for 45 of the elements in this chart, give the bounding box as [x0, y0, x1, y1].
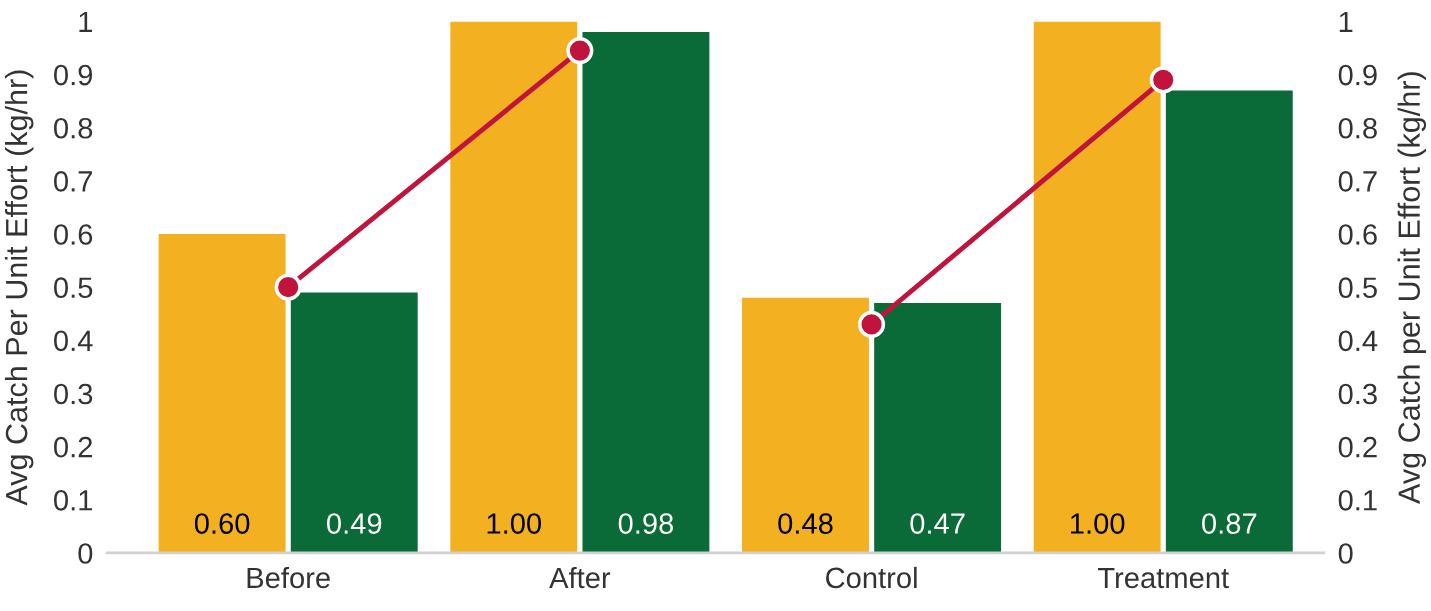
- y-tick-label: 0.7: [54, 171, 92, 192]
- y-tick-label: 0.2: [54, 436, 92, 458]
- data-label: 1.00: [487, 513, 542, 534]
- y2-tick-label: 1: [1339, 11, 1353, 32]
- data-label: 0.98: [618, 513, 674, 534]
- y-tick-label: 0: [78, 543, 93, 564]
- y2-tick-label: 0.2: [1338, 436, 1377, 458]
- data-label: 1.00: [1071, 513, 1125, 534]
- bar: [582, 32, 710, 553]
- y2-tick-label: 0.3: [1338, 383, 1377, 405]
- y-tick-label: 0.9: [54, 64, 93, 86]
- point: [858, 310, 886, 338]
- point: [274, 273, 302, 301]
- point: [566, 37, 594, 65]
- bar: [742, 297, 869, 553]
- data-label: 0.48: [778, 513, 833, 534]
- x-tick-label: Treatment: [1098, 567, 1229, 589]
- y2-tick-label: 0.6: [1338, 224, 1377, 245]
- y2-tick-label: 0.9: [1338, 64, 1377, 86]
- data-label: 0.87: [1202, 513, 1257, 534]
- y2-tick-label: 0.4: [1338, 330, 1378, 352]
- bar: [1165, 90, 1293, 553]
- data-label: 0.60: [194, 513, 250, 534]
- y2-axis-title: Avg Catch per Unit Effort (kg/hr): [1397, 72, 1427, 504]
- y-tick-label: 0.6: [54, 224, 93, 245]
- bar: [158, 234, 286, 553]
- y-tick-label: 0.1: [54, 490, 93, 511]
- y2-tick-label: 0.8: [1338, 117, 1377, 139]
- y-tick-label: 1: [79, 11, 93, 32]
- y2-tick-label: 0.5: [1338, 277, 1377, 299]
- point: [1149, 66, 1177, 94]
- y2-tick-label: 0: [1338, 543, 1353, 564]
- y-axis-title: Avg Catch Per Unit Effort (kg/hr): [4, 70, 34, 506]
- y-tick-label: 0.8: [54, 117, 93, 139]
- y2-tick-label: 0.1: [1338, 490, 1377, 511]
- x-tick-label: Control: [826, 566, 917, 589]
- y-tick-label: 0.5: [54, 277, 93, 299]
- x-tick-label: After: [549, 566, 611, 589]
- data-label: 0.47: [910, 513, 965, 534]
- data-label: 0.49: [327, 513, 382, 534]
- y2-tick-label: 0.7: [1338, 171, 1377, 192]
- y-tick-label: 0.4: [54, 330, 93, 352]
- y-tick-label: 0.3: [54, 383, 93, 405]
- bar: [290, 292, 418, 553]
- x-tick-label: Before: [247, 566, 330, 589]
